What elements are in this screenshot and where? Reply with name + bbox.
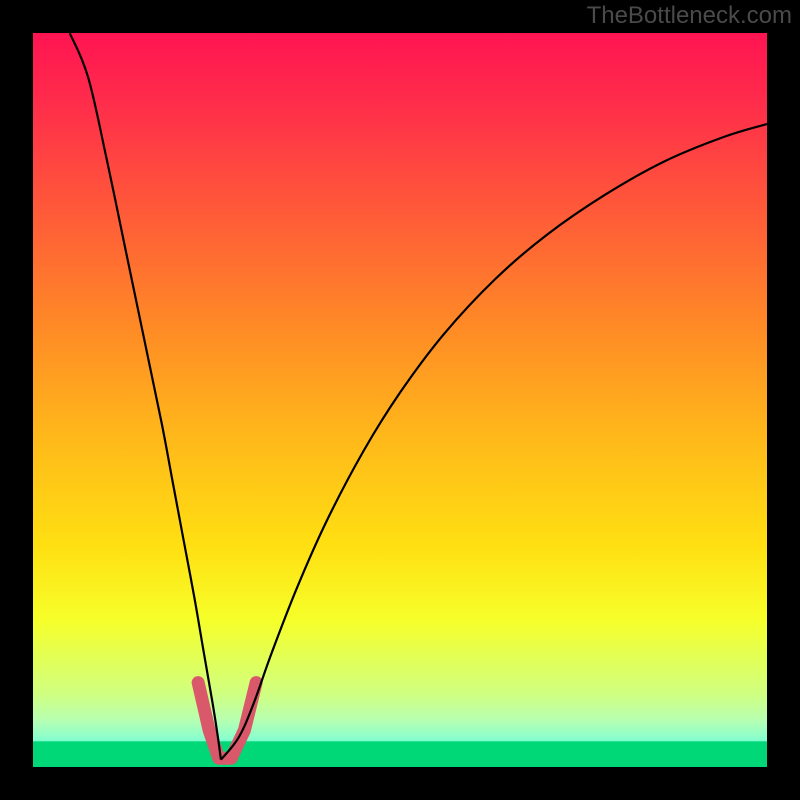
bottleneck-chart [0,0,800,800]
green-band [33,741,767,767]
plot-background-gradient [33,33,767,767]
chart-stage: TheBottleneck.com [0,0,800,800]
